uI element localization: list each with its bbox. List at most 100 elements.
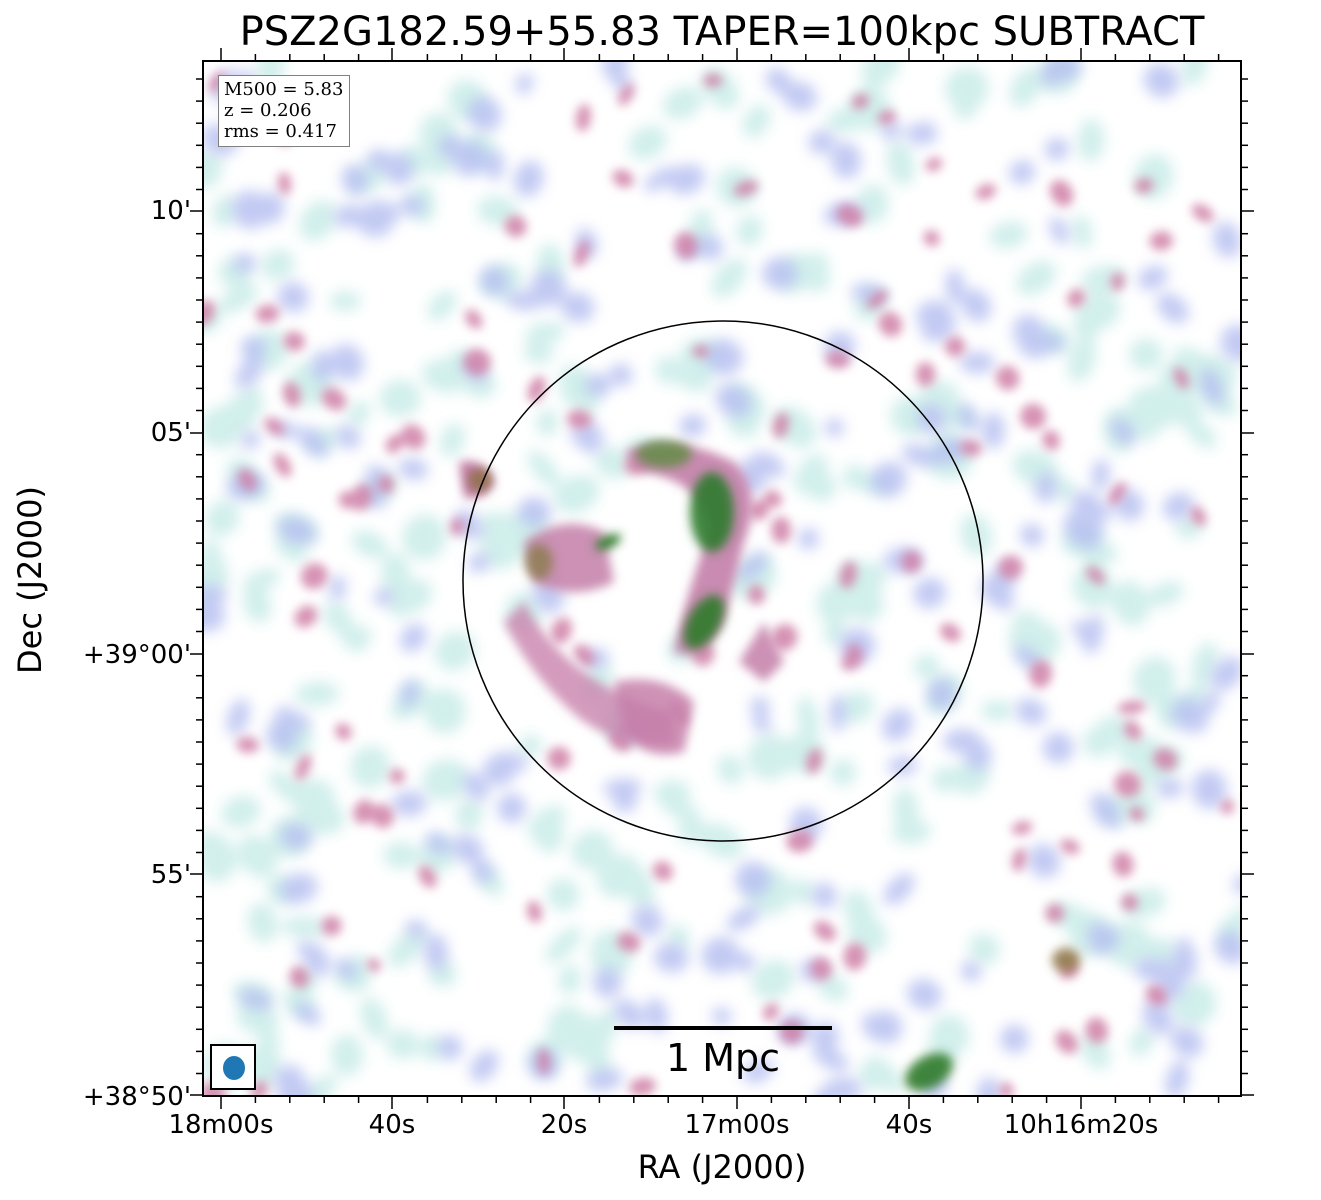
emission-blob xyxy=(468,552,491,573)
emission-blob xyxy=(277,282,309,313)
mass-label: M500 = 5.83 xyxy=(224,79,344,100)
emission-blob xyxy=(330,1034,364,1076)
emission-blob xyxy=(878,311,903,337)
emission-blob xyxy=(960,961,982,982)
emission-blob xyxy=(240,430,261,449)
emission-blob xyxy=(226,698,250,736)
emission-blob xyxy=(764,490,782,508)
emission-blob xyxy=(772,412,789,439)
emission-blob xyxy=(536,408,559,437)
emission-blob xyxy=(1114,771,1141,798)
emission-blob xyxy=(870,461,907,498)
emission-blob xyxy=(1133,410,1157,442)
emission-blob xyxy=(573,240,590,268)
r500-circle xyxy=(462,320,984,842)
emission-blob xyxy=(1123,720,1142,741)
emission-blob xyxy=(613,999,645,1029)
emission-blob xyxy=(1191,203,1214,223)
emission-blob xyxy=(465,309,483,329)
emission-blob xyxy=(1170,1026,1204,1058)
emission-blob xyxy=(831,141,862,179)
emission-blob xyxy=(881,120,902,141)
emission-blob xyxy=(1067,288,1086,308)
emission-blob xyxy=(425,832,451,855)
y-axis-label: Dec (J2000) xyxy=(11,486,49,674)
emission-blob xyxy=(405,920,428,939)
emission-blob xyxy=(959,439,982,456)
emission-blob xyxy=(886,140,915,186)
xtick-label: 17m00s xyxy=(684,1110,790,1140)
emission-blob xyxy=(452,834,484,865)
emission-blob xyxy=(782,81,818,112)
emission-blob xyxy=(1149,231,1173,251)
emission-blob xyxy=(954,96,978,121)
emission-blob xyxy=(526,900,542,923)
emission-blob xyxy=(771,624,798,651)
emission-blob xyxy=(204,538,224,583)
emission-blob xyxy=(995,365,1020,391)
emission-blob xyxy=(1210,656,1240,691)
emission-blob xyxy=(1111,580,1150,626)
emission-blob xyxy=(843,890,874,928)
emission-blob xyxy=(477,511,513,551)
emission-blob xyxy=(527,450,560,488)
emission-blob xyxy=(423,688,466,734)
emission-blob xyxy=(944,336,966,357)
emission-blob xyxy=(1071,214,1093,249)
emission-blob xyxy=(350,745,391,789)
emission-blob xyxy=(733,180,759,197)
emission-blob xyxy=(359,997,389,1040)
emission-blob xyxy=(1165,392,1203,427)
emission-blob xyxy=(855,184,889,225)
emission-blob xyxy=(945,268,965,304)
emission-blob xyxy=(513,160,544,197)
emission-blob xyxy=(742,1059,774,1084)
emission-blob xyxy=(280,873,318,904)
emission-blob xyxy=(235,1003,280,1036)
emission-blob xyxy=(1011,848,1027,872)
xtick-label: 20s xyxy=(540,1110,588,1140)
emission-blob xyxy=(397,457,429,480)
emission-blob xyxy=(334,958,358,980)
emission-blob xyxy=(400,679,419,708)
emission-blob xyxy=(237,468,257,492)
emission-blob xyxy=(1067,337,1097,382)
emission-blob xyxy=(931,766,961,793)
emission-blob xyxy=(1011,821,1033,835)
emission-blob xyxy=(307,805,346,836)
emission-blob xyxy=(523,342,554,364)
emission-blob xyxy=(696,234,724,261)
emission-blob xyxy=(379,379,422,417)
emission-blob xyxy=(1055,1030,1078,1054)
emission-blob xyxy=(351,530,388,559)
emission-blob xyxy=(277,1077,313,1095)
emission-blob xyxy=(943,728,982,754)
emission-blob xyxy=(421,359,469,393)
emission-blob xyxy=(329,344,365,381)
emission-blob xyxy=(1015,698,1047,726)
emission-blob xyxy=(485,150,505,181)
emission-blob xyxy=(1153,748,1178,771)
emission-blob xyxy=(742,104,771,138)
emission-blob xyxy=(811,882,838,909)
ytick-label: 05' xyxy=(150,418,191,448)
emission-blob xyxy=(825,1077,863,1095)
emission-blob xyxy=(385,434,404,454)
emission-blob xyxy=(901,444,939,467)
emission-blob xyxy=(923,230,940,247)
emission-blob xyxy=(437,1035,463,1060)
emission-blob xyxy=(321,915,342,936)
emission-blob xyxy=(419,1035,445,1061)
emission-blob xyxy=(1121,893,1139,912)
emission-blob xyxy=(211,195,238,228)
emission-blob xyxy=(1060,839,1080,855)
emission-blob xyxy=(701,937,740,974)
emission-blob xyxy=(561,292,595,323)
emission-blob xyxy=(913,577,946,609)
emission-blob xyxy=(298,426,329,458)
emission-blob xyxy=(674,231,698,259)
emission-blob xyxy=(1220,324,1240,363)
ytick-label: 55' xyxy=(150,860,191,890)
emission-blob xyxy=(961,288,992,322)
emission-blob xyxy=(389,768,405,784)
